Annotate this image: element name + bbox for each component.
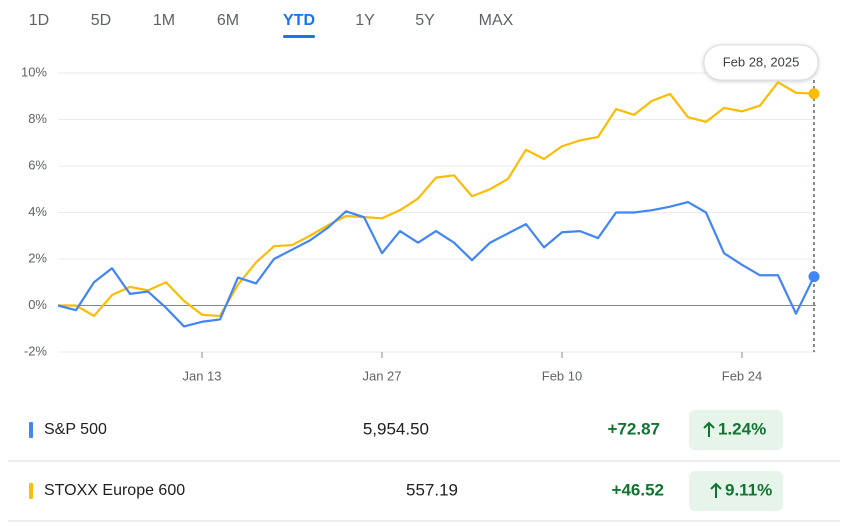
y-tick-label: 0% <box>28 297 47 312</box>
price: 5,954.50 <box>363 419 429 438</box>
up-arrow <box>710 482 722 498</box>
range-tab[interactable]: 5Y <box>415 12 435 29</box>
range-tab[interactable]: YTD <box>283 12 315 29</box>
range-tab[interactable]: 1Y <box>355 12 375 29</box>
x-tick-label: Feb 24 <box>722 368 762 383</box>
x-tick-label: Jan 27 <box>362 368 401 383</box>
legend-swatch <box>29 422 33 438</box>
tooltip-box <box>703 44 819 81</box>
legend-swatch <box>29 483 33 499</box>
y-tick-label: 2% <box>28 250 47 265</box>
range-tab[interactable]: 1M <box>153 12 175 29</box>
active-tab-underline <box>283 35 315 38</box>
change-percent: 1.24% <box>718 419 766 438</box>
y-tick-label: 4% <box>28 204 47 219</box>
change: +46.52 <box>612 480 664 499</box>
range-tab[interactable]: 5D <box>91 12 111 29</box>
y-tick-label: 8% <box>28 111 47 126</box>
change-percent: 9.11% <box>725 480 772 499</box>
change-pill <box>689 471 783 511</box>
range-tab[interactable]: 6M <box>217 12 239 29</box>
y-tick-label: 10% <box>21 64 47 79</box>
y-tick-label: 6% <box>28 157 47 172</box>
price: 557.19 <box>406 480 458 499</box>
change: +72.87 <box>608 419 660 438</box>
series-line <box>57 200 815 328</box>
end-point <box>808 271 820 283</box>
series-name[interactable]: S&P 500 <box>44 421 107 438</box>
up-arrow <box>703 421 715 437</box>
x-tick-label: Feb 10 <box>542 368 582 383</box>
tooltip-date: Feb 28, 2025 <box>723 54 800 69</box>
series-line <box>58 81 815 318</box>
x-tick-label: Jan 13 <box>182 368 221 383</box>
series-name[interactable]: STOXX Europe 600 <box>44 482 185 499</box>
y-tick-label: -2% <box>24 343 48 358</box>
change-pill <box>689 410 783 450</box>
range-tab[interactable]: 1D <box>29 12 49 29</box>
range-tab[interactable]: MAX <box>479 12 514 29</box>
end-point <box>808 88 820 100</box>
